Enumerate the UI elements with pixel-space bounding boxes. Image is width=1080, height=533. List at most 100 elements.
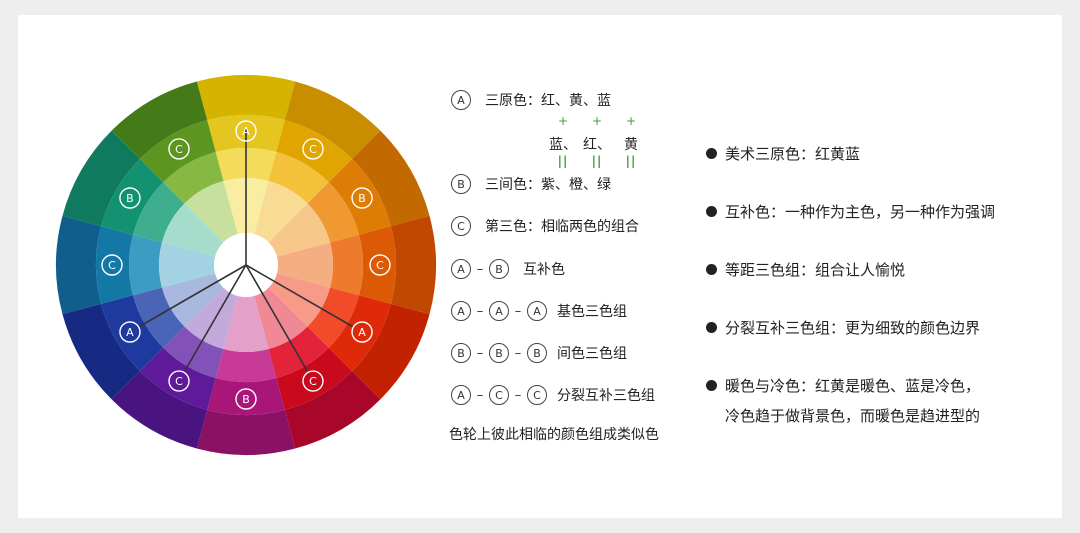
badge-ring	[168, 370, 190, 392]
bullet-item: 等距三色组：组合让人愉悦	[706, 259, 905, 280]
wheel-segment	[359, 226, 397, 304]
equals-2: ||	[591, 154, 603, 168]
legend-split-label: 分裂互补三色组	[557, 388, 655, 404]
wheel-segment	[352, 130, 430, 227]
wheel-segment	[284, 371, 381, 449]
badge-letter: C	[108, 259, 116, 272]
analogous-note: 色轮上彼此相临的颜色组成类似色	[449, 427, 659, 443]
badge-b: B	[489, 343, 509, 363]
wheel-segment	[328, 158, 391, 235]
bullet-text-continued: 冷色趋于做背景色，而暖色是趋进型的	[725, 407, 981, 425]
badge-b: B	[451, 174, 471, 194]
badge-b: B	[489, 259, 509, 279]
stack-plus-row: + + +	[546, 114, 648, 128]
stack-yellow: 黄	[624, 137, 638, 153]
wheel-segment	[101, 295, 164, 372]
bullet-dot	[706, 322, 717, 333]
legend-split: A – C – C 分裂互补三色组	[451, 383, 655, 407]
bullet-item: 暖色与冷色：红黄是暖色、蓝是冷色，	[706, 375, 980, 396]
badge-ring	[369, 254, 391, 276]
plus-1: +	[557, 114, 569, 128]
stack-equals-row: || || ||	[546, 154, 648, 168]
wheel-segment	[96, 226, 133, 304]
badge-a: A	[527, 301, 547, 321]
badge-ring	[101, 254, 123, 276]
badge-ring	[302, 138, 324, 160]
badge-ring	[119, 321, 141, 343]
dash: –	[514, 345, 522, 361]
badge-a: A	[489, 301, 509, 321]
wheel-segment	[163, 326, 224, 379]
bullet-dot	[706, 264, 717, 275]
bullet-text: 分裂互补三色组：更为细致的颜色边界	[725, 319, 981, 337]
bullet-item: 互补色：一种作为主色，另一种作为强调	[706, 201, 995, 222]
wheel-segment	[129, 234, 162, 296]
bullet-text: 等距三色组：组合让人愉悦	[725, 261, 906, 279]
dash: –	[476, 387, 484, 403]
wheel-segment	[132, 287, 185, 348]
badge-letter: B	[242, 393, 250, 406]
wheel-segment	[184, 180, 238, 243]
badge-letter: C	[309, 375, 317, 388]
legend-tertiary-label: 第三色：相临两色的组合	[485, 219, 639, 235]
wheel-badge-c: C	[168, 138, 190, 160]
wheel-segment	[284, 81, 381, 159]
bullet-dot	[706, 380, 717, 391]
badge-letter: A	[358, 326, 366, 339]
badge-ring	[168, 138, 190, 160]
wheel-segment	[268, 326, 329, 379]
wheel-segment	[352, 303, 430, 400]
connector-line	[245, 264, 354, 328]
badge-ring	[119, 187, 141, 209]
connector-line	[245, 264, 308, 372]
wheel-segment	[161, 203, 224, 257]
bullet-dot	[706, 206, 717, 217]
bullet-text: 暖色与冷色：红黄是暖色、蓝是冷色，	[725, 377, 981, 395]
wheel-segment	[139, 120, 216, 183]
stack-blue: 蓝、	[549, 137, 577, 153]
legend-triad-base: A – A – A 基色三色组	[451, 299, 627, 323]
wheel-segment	[276, 242, 333, 288]
wheel-badge-c: C	[302, 138, 324, 160]
badge-a: A	[451, 90, 471, 110]
badge-letter: C	[175, 375, 183, 388]
wheel-segment	[307, 287, 360, 348]
legend-triad-secondary-label: 间色三色组	[557, 346, 627, 362]
wheel-segment	[111, 81, 208, 159]
wheel-segment	[268, 151, 329, 204]
bullet-text: 互补色：一种作为主色，另一种作为强调	[725, 203, 996, 221]
badge-c: C	[451, 216, 471, 236]
badge-ring	[235, 120, 257, 142]
bullet-item: 分裂互补三色组：更为细致的颜色边界	[706, 317, 980, 338]
badge-letter: C	[376, 259, 384, 272]
badge-c: C	[489, 385, 509, 405]
legend-triad-base-label: 基色三色组	[557, 304, 627, 320]
wheel-badge-b: B	[119, 187, 141, 209]
wheel-badge-a: A	[235, 120, 257, 142]
wheel-segment	[163, 151, 224, 204]
dash: –	[476, 345, 484, 361]
badge-ring	[351, 321, 373, 343]
bullet-text: 美术三原色：红黄蓝	[725, 145, 861, 163]
badge-letter: C	[175, 143, 183, 156]
connector-line	[184, 264, 247, 372]
wheel-segment	[254, 180, 308, 243]
connector-lines	[138, 129, 354, 372]
badge-letter: A	[126, 326, 134, 339]
badge-a: A	[451, 385, 471, 405]
bullet-item: 美术三原色：红黄蓝	[706, 143, 860, 164]
badge-a: A	[451, 259, 471, 279]
wheel-segment	[159, 242, 216, 288]
badge-letter: B	[358, 192, 366, 205]
wheel-badge-b: B	[351, 187, 373, 209]
dash: –	[514, 303, 522, 319]
wheel-segment	[132, 182, 185, 243]
badge-letter: B	[126, 192, 134, 205]
wheel-segment	[111, 371, 208, 449]
wheel-segment	[139, 347, 216, 410]
legend-tertiary: C 第三色：相临两色的组合	[451, 214, 639, 238]
wheel-segment	[276, 347, 353, 410]
wheel-segment	[196, 409, 296, 455]
wheel-segment	[62, 130, 140, 227]
wheel-badge-c: C	[101, 254, 123, 276]
